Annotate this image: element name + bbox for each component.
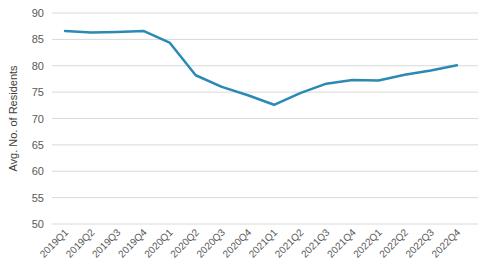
plot-area — [65, 31, 457, 105]
grid-line — [52, 13, 478, 14]
chart-container: 5055606570758085902019Q12019Q22019Q32019… — [0, 0, 480, 270]
y-axis-label: Avg. No. of Residents — [7, 65, 19, 172]
y-tick-label: 75 — [32, 86, 44, 98]
x-tick-label: 2022Q4 — [429, 226, 462, 259]
chart-svg: 5055606570758085902019Q12019Q22019Q32019… — [0, 0, 480, 270]
y-tick-label: 80 — [32, 60, 44, 72]
grid-line — [52, 118, 478, 119]
y-tick-label: 60 — [32, 165, 44, 177]
grid-line — [52, 224, 478, 225]
data-line — [65, 31, 457, 105]
grid-line — [52, 144, 478, 145]
y-tick-label: 90 — [32, 7, 44, 19]
y-tick-label: 65 — [32, 139, 44, 151]
y-tick-label: 50 — [32, 218, 44, 230]
y-tick-label: 70 — [32, 113, 44, 125]
grid-line — [52, 197, 478, 198]
grid-line — [52, 92, 478, 93]
y-tick-label: 55 — [32, 192, 44, 204]
grid-line — [52, 171, 478, 172]
grid-line — [52, 65, 478, 66]
y-tick-label: 85 — [32, 33, 44, 45]
grid-line — [52, 39, 478, 40]
